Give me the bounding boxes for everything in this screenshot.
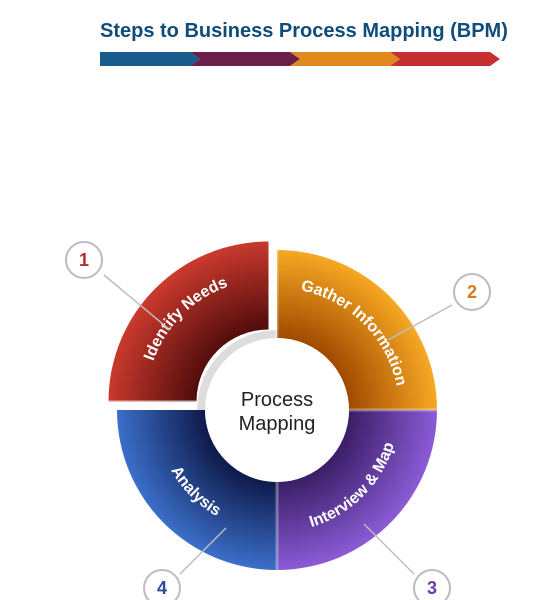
- center-label-line1: Process: [241, 389, 313, 411]
- center-label-line2: Mapping: [239, 413, 316, 435]
- page-title: Steps to Business Process Mapping (BPM): [100, 20, 514, 43]
- arrow-strip: [100, 49, 500, 69]
- title-block: Steps to Business Process Mapping (BPM): [100, 20, 514, 69]
- header-arrow-3: [290, 52, 400, 66]
- step-number-2: 2: [467, 282, 477, 302]
- step-number-3: 3: [427, 578, 437, 598]
- header-arrow-4: [390, 52, 500, 66]
- header-arrow-2: [190, 52, 300, 66]
- radial-chart: Identify Needs1Gather Information2Interv…: [0, 110, 554, 600]
- header-arrow-1: [100, 52, 200, 66]
- leader-line-3: [364, 524, 414, 574]
- step-number-4: 4: [157, 578, 167, 598]
- step-number-1: 1: [79, 250, 89, 270]
